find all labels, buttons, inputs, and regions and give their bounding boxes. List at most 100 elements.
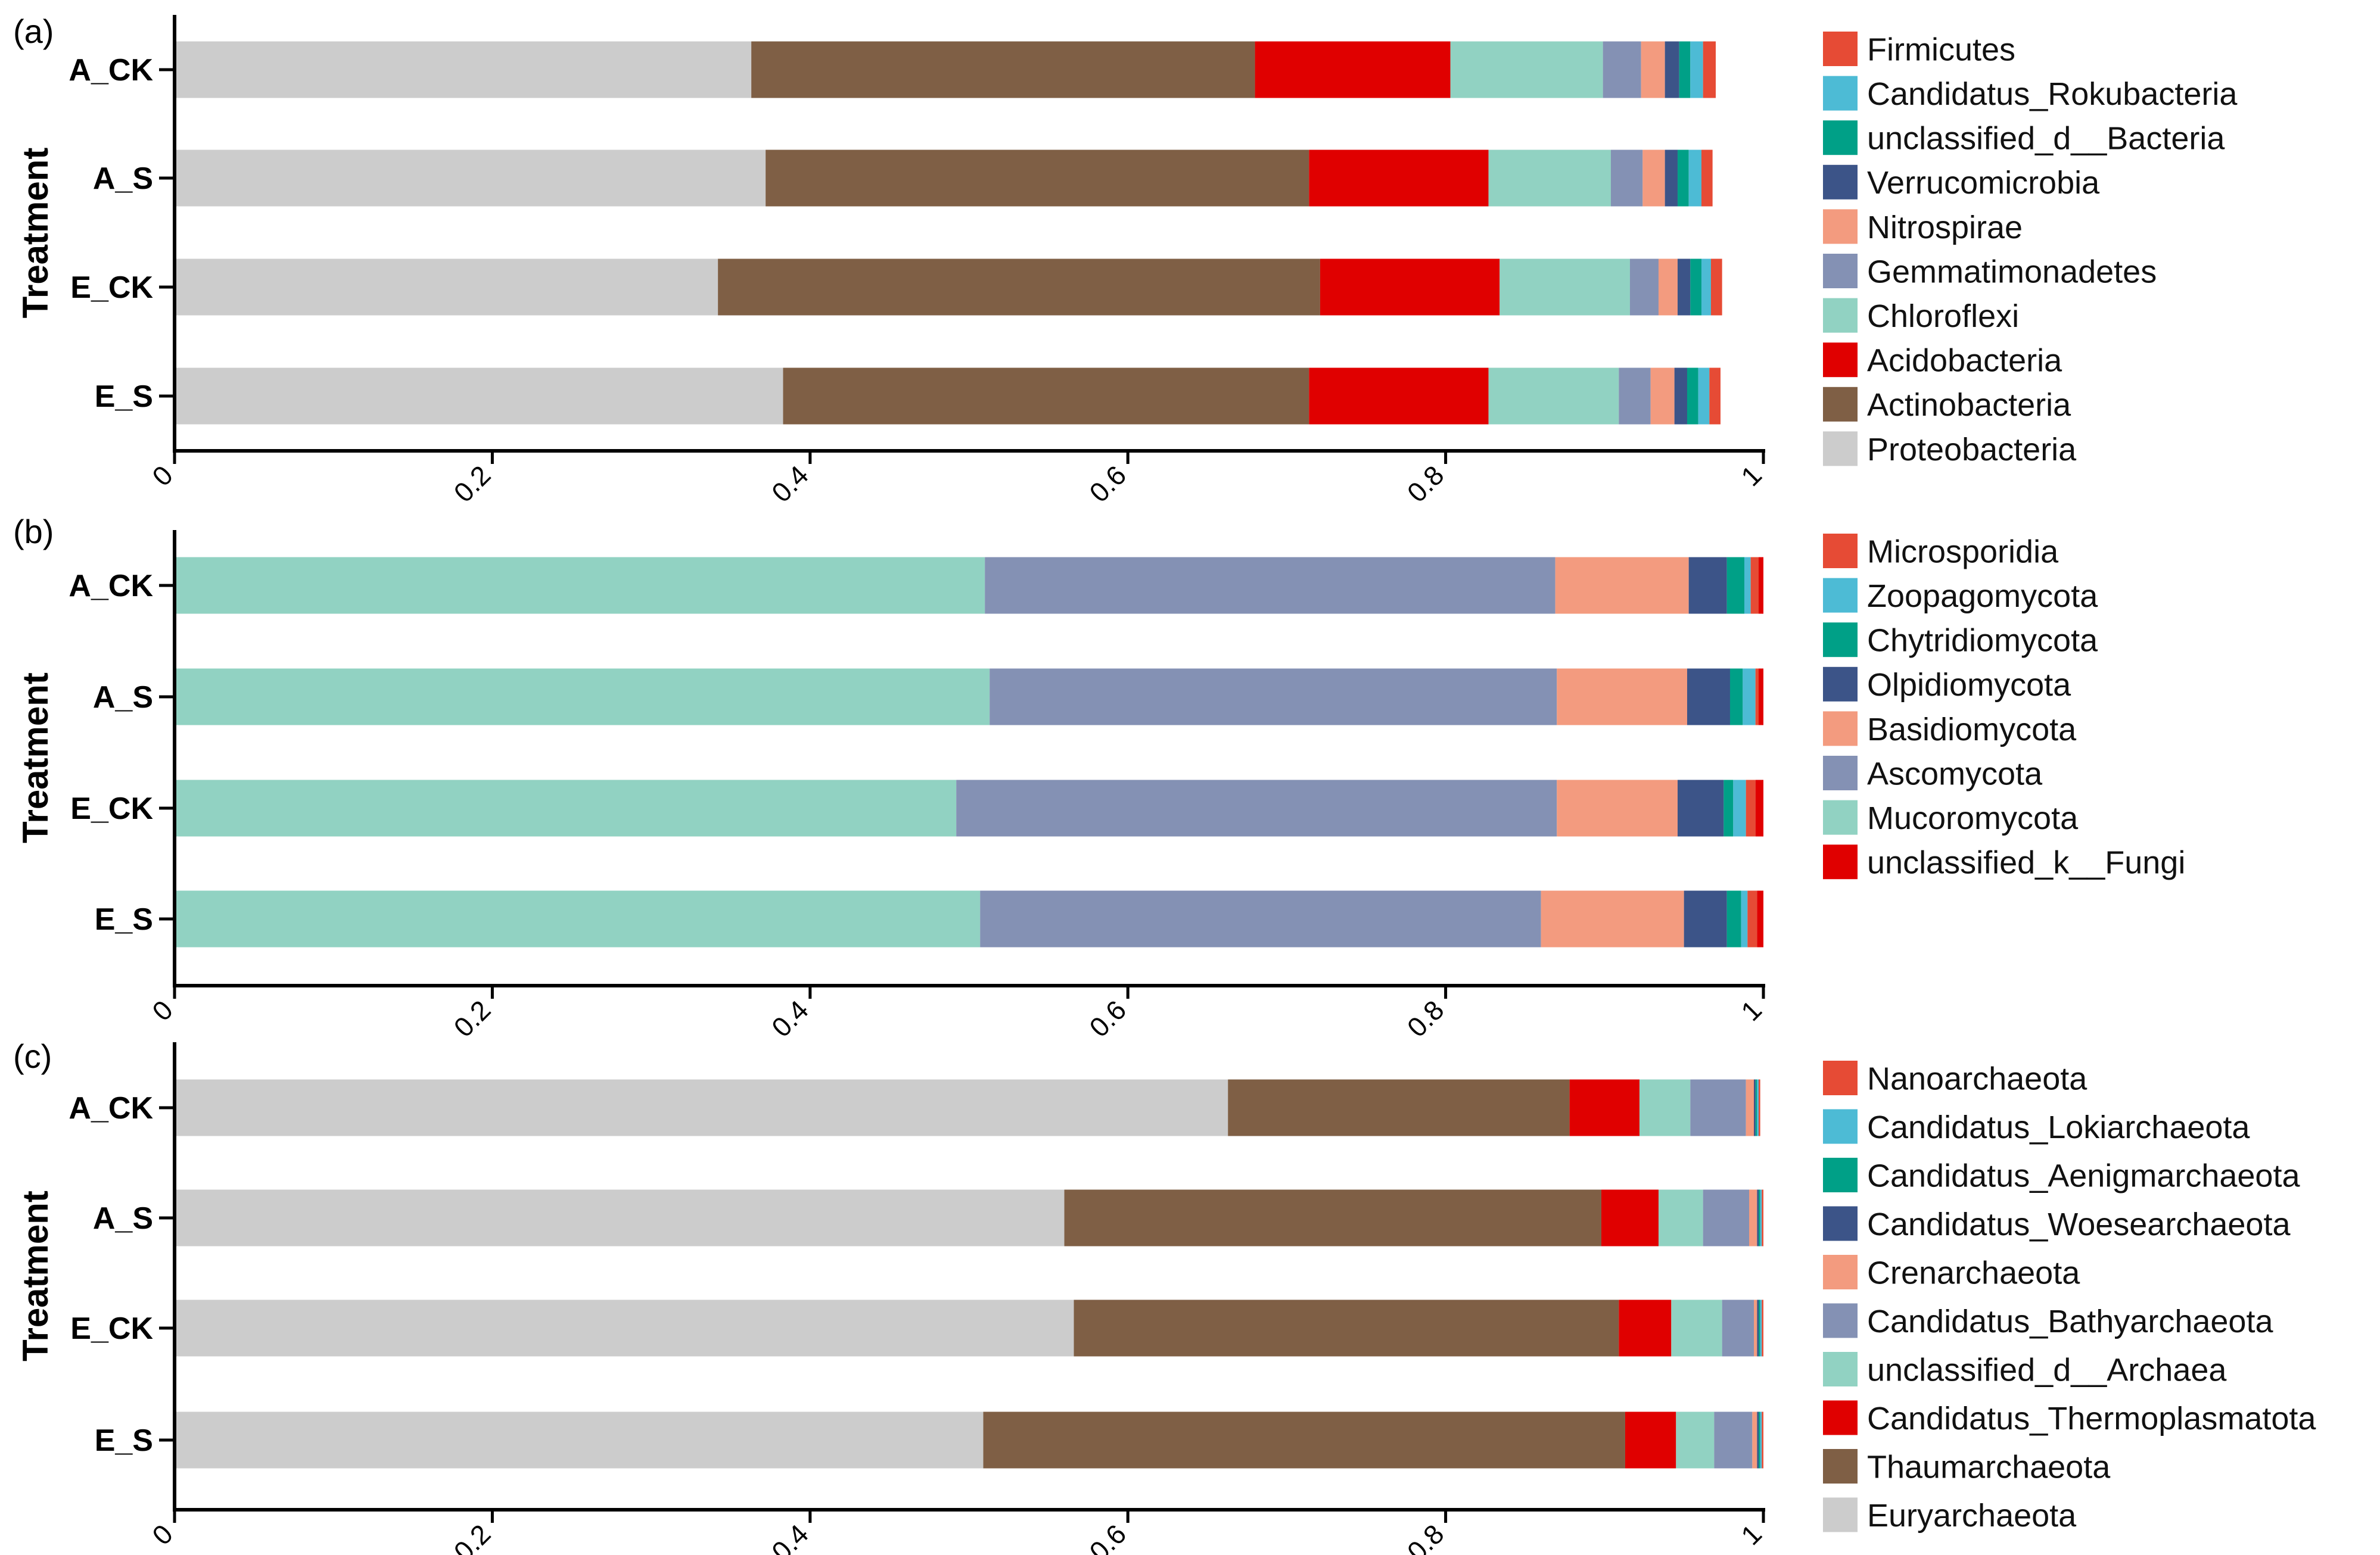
legend-label: Euryarchaeota bbox=[1867, 1498, 2077, 1534]
bar-segment-basidiomycota-e-ck bbox=[1557, 780, 1678, 837]
bar-segment-actinobacteria-e-s bbox=[783, 367, 1309, 425]
bar-segment-thaumarchaeota-a-ck bbox=[1228, 1079, 1570, 1136]
bar-segment-crenarchaeota-e-ck bbox=[1753, 1300, 1757, 1357]
bar-segment-candidatus-woesearchaeota-a-ck bbox=[1753, 1079, 1756, 1136]
bar-segment-gemmatimonadetes-e-s bbox=[1619, 367, 1651, 425]
legend-label: Gemmatimonadetes bbox=[1867, 254, 2157, 289]
legend-label: Basidiomycota bbox=[1867, 712, 2077, 747]
legend-swatch-verrucomicrobia bbox=[1823, 164, 1858, 200]
bar-segment-zoopagomycota-a-s bbox=[1743, 668, 1756, 725]
bar-segment-candidatus-woesearchaeota-e-ck bbox=[1757, 1300, 1759, 1357]
panel-label: (b) bbox=[13, 513, 54, 550]
x-tick-label: 0 bbox=[146, 1518, 179, 1551]
legend-label: unclassified_k__Fungi bbox=[1867, 845, 2185, 881]
legend-label: Ascomycota bbox=[1867, 756, 2043, 791]
bar-segment-euryarchaeota-e-s bbox=[175, 1411, 984, 1469]
legend-swatch-basidiomycota bbox=[1823, 711, 1858, 746]
bar-segment-gemmatimonadetes-e-ck bbox=[1629, 258, 1659, 316]
bar-segment-zoopagomycota-a-ck bbox=[1744, 557, 1751, 614]
bar-segment-candidatus-woesearchaeota-e-s bbox=[1757, 1411, 1759, 1469]
legend-swatch-candidatus-lokiarchaeota bbox=[1823, 1109, 1858, 1144]
legend-swatch-unclassified-d-archaea bbox=[1823, 1352, 1858, 1386]
y-axis-title: Treatment bbox=[15, 672, 55, 843]
bar-segment-unclassified-d-archaea-a-ck bbox=[1639, 1079, 1691, 1136]
bar-segment-nitrospirae-e-ck bbox=[1658, 258, 1678, 316]
bar-segment-crenarchaeota-a-s bbox=[1749, 1189, 1757, 1247]
legend-swatch-acidobacteria bbox=[1823, 342, 1858, 378]
legend-swatch-thaumarchaeota bbox=[1823, 1449, 1858, 1484]
legend-label: Microsporidia bbox=[1867, 534, 2059, 569]
legend-label: Acidobacteria bbox=[1867, 343, 2062, 379]
legend-swatch-actinobacteria bbox=[1823, 387, 1858, 422]
legend-swatch-crenarchaeota bbox=[1823, 1255, 1858, 1289]
bar-segment-thaumarchaeota-a-s bbox=[1064, 1189, 1601, 1247]
bar-segment-candidatus-rokubacteria-a-ck bbox=[1690, 41, 1703, 98]
x-tick-label: 0.2 bbox=[447, 459, 496, 508]
bar-segment-unclassified-k-fungi-a-s bbox=[1758, 668, 1763, 725]
legend-swatch-candidatus-bathyarchaeota bbox=[1823, 1303, 1858, 1338]
x-tick-label: 0.4 bbox=[766, 1518, 814, 1555]
bar-segment-nanoarchaeota-e-ck bbox=[1762, 1300, 1763, 1357]
legend-label: Olpidiomycota bbox=[1867, 667, 2071, 703]
x-tick-label: 0.8 bbox=[1401, 1518, 1450, 1555]
legend-swatch-candidatus-woesearchaeota bbox=[1823, 1206, 1858, 1241]
bar-segment-verrucomicrobia-a-s bbox=[1665, 149, 1678, 207]
bar-segment-unclassified-k-fungi-a-ck bbox=[1758, 557, 1763, 614]
bar-segment-microsporidia-e-s bbox=[1747, 890, 1757, 948]
legend-swatch-euryarchaeota bbox=[1823, 1497, 1858, 1532]
bar-segment-crenarchaeota-a-ck bbox=[1746, 1079, 1754, 1136]
legend-swatch-zoopagomycota bbox=[1823, 578, 1858, 613]
bar-segment-actinobacteria-e-ck bbox=[718, 258, 1320, 316]
x-tick-label: 1 bbox=[1735, 1518, 1768, 1551]
bar-segment-mucoromycota-a-ck bbox=[175, 557, 985, 614]
bar-segment-candidatus-lokiarchaeota-e-ck bbox=[1760, 1300, 1762, 1357]
x-tick-label: 0.8 bbox=[1401, 994, 1450, 1043]
legend-swatch-unclassified-d-bacteria bbox=[1823, 120, 1858, 155]
bar-segment-candidatus-lokiarchaeota-e-s bbox=[1760, 1411, 1762, 1469]
bar-segment-zoopagomycota-e-ck bbox=[1733, 780, 1746, 837]
bar-segment-unclassified-d-bacteria-e-ck bbox=[1690, 258, 1701, 316]
bar-segment-chytridiomycota-e-ck bbox=[1723, 780, 1734, 837]
bar-segment-unclassified-d-archaea-e-ck bbox=[1671, 1300, 1722, 1357]
bar-segment-proteobacteria-e-ck bbox=[175, 258, 718, 316]
legend-swatch-mucoromycota bbox=[1823, 800, 1858, 835]
y-tick-label: E_S bbox=[95, 1423, 153, 1458]
bar-segment-candidatus-bathyarchaeota-e-s bbox=[1714, 1411, 1753, 1469]
bar-segment-basidiomycota-a-s bbox=[1557, 668, 1687, 725]
x-tick-label: 0.6 bbox=[1083, 1518, 1132, 1555]
bar-segment-candidatus-aenigmarchaeota-e-s bbox=[1758, 1411, 1760, 1469]
x-tick-label: 0.8 bbox=[1401, 459, 1450, 508]
y-tick-label: E_CK bbox=[70, 1311, 153, 1346]
bar-segment-candidatus-bathyarchaeota-a-ck bbox=[1690, 1079, 1746, 1136]
legend-swatch-firmicutes bbox=[1823, 32, 1858, 66]
bar-segment-candidatus-bathyarchaeota-e-ck bbox=[1722, 1300, 1754, 1357]
bar-segment-nitrospirae-a-s bbox=[1642, 149, 1665, 207]
y-tick-label: A_CK bbox=[69, 569, 153, 603]
bar-segment-mucoromycota-e-s bbox=[175, 890, 981, 948]
panel-label: (a) bbox=[13, 13, 54, 50]
y-axis-title: Treatment bbox=[15, 148, 55, 319]
legend-label: Candidatus_Aenigmarchaeota bbox=[1867, 1158, 2300, 1193]
bar-segment-unclassified-d-bacteria-a-s bbox=[1677, 149, 1689, 207]
legend-swatch-nanoarchaeota bbox=[1823, 1061, 1858, 1095]
bar-segment-acidobacteria-e-ck bbox=[1320, 258, 1500, 316]
legend-swatch-gemmatimonadetes bbox=[1823, 254, 1858, 288]
bar-segment-candidatus-rokubacteria-e-s bbox=[1698, 367, 1710, 425]
bar-segment-firmicutes-e-s bbox=[1709, 367, 1721, 425]
legend-label: Verrucomicrobia bbox=[1867, 165, 2100, 201]
legend-swatch-unclassified-k-fungi bbox=[1823, 845, 1858, 880]
bar-segment-chytridiomycota-a-ck bbox=[1726, 557, 1744, 614]
bar-segment-acidobacteria-a-s bbox=[1309, 149, 1489, 207]
legend-label: Chloroflexi bbox=[1867, 298, 2019, 334]
bar-segment-proteobacteria-e-s bbox=[175, 367, 783, 425]
x-tick-label: 0.6 bbox=[1083, 994, 1132, 1043]
panel-label: (c) bbox=[13, 1037, 52, 1075]
x-tick-label: 0 bbox=[146, 994, 179, 1027]
bar-segment-unclassified-d-bacteria-e-s bbox=[1687, 367, 1698, 425]
x-tick-label: 0 bbox=[146, 459, 179, 492]
bar-segment-nanoarchaeota-e-s bbox=[1762, 1411, 1763, 1469]
bar-segment-candidatus-bathyarchaeota-a-s bbox=[1703, 1189, 1749, 1247]
bar-segment-ascomycota-e-s bbox=[980, 890, 1541, 948]
bar-segment-candidatus-rokubacteria-e-ck bbox=[1701, 258, 1711, 316]
